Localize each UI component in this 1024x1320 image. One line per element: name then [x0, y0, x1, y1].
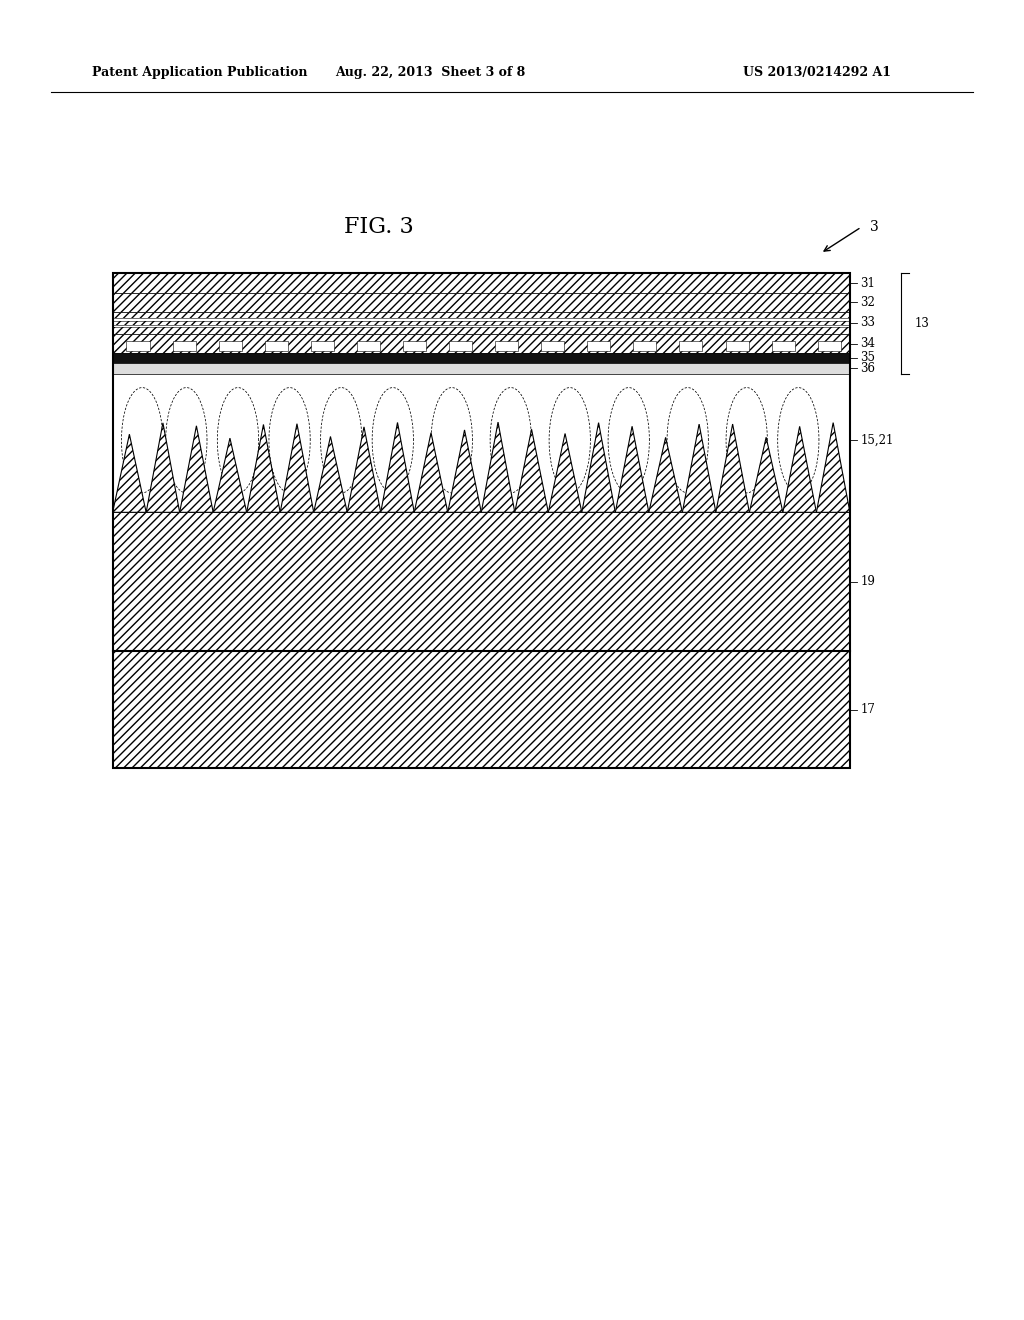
- Polygon shape: [649, 437, 682, 512]
- Bar: [772, 341, 795, 351]
- Text: 31: 31: [860, 277, 876, 289]
- Polygon shape: [615, 426, 649, 512]
- Polygon shape: [281, 424, 313, 512]
- Bar: [264, 341, 288, 351]
- Text: 32: 32: [860, 296, 876, 309]
- Bar: [588, 341, 610, 351]
- Bar: [113, 312, 850, 334]
- Bar: [725, 341, 749, 351]
- Text: 19: 19: [860, 576, 876, 589]
- Text: 33: 33: [860, 317, 876, 330]
- Bar: [402, 341, 426, 351]
- Text: FIG. 3: FIG. 3: [344, 216, 414, 238]
- Bar: [113, 352, 850, 363]
- Text: Aug. 22, 2013  Sheet 3 of 8: Aug. 22, 2013 Sheet 3 of 8: [335, 66, 525, 79]
- Polygon shape: [347, 426, 381, 512]
- Bar: [113, 325, 850, 327]
- Polygon shape: [415, 433, 447, 512]
- Bar: [113, 374, 850, 512]
- Bar: [113, 363, 850, 374]
- Text: 36: 36: [860, 362, 876, 375]
- Text: 17: 17: [860, 704, 876, 715]
- Bar: [127, 341, 150, 351]
- Bar: [113, 273, 850, 293]
- Bar: [113, 293, 850, 312]
- Polygon shape: [146, 422, 179, 512]
- Text: US 2013/0214292 A1: US 2013/0214292 A1: [742, 66, 891, 79]
- Polygon shape: [447, 430, 481, 512]
- Polygon shape: [179, 426, 213, 512]
- Polygon shape: [716, 424, 750, 512]
- Polygon shape: [750, 437, 783, 512]
- Text: Patent Application Publication: Patent Application Publication: [92, 66, 307, 79]
- Polygon shape: [582, 422, 615, 512]
- Bar: [113, 651, 850, 768]
- Bar: [113, 318, 850, 321]
- Bar: [219, 341, 242, 351]
- Text: 35: 35: [860, 351, 876, 364]
- Polygon shape: [481, 422, 515, 512]
- Bar: [113, 512, 850, 651]
- Bar: [449, 341, 472, 351]
- Bar: [817, 341, 841, 351]
- Bar: [172, 341, 196, 351]
- Polygon shape: [816, 422, 850, 512]
- Polygon shape: [381, 422, 415, 512]
- Bar: [311, 341, 334, 351]
- Bar: [496, 341, 518, 351]
- Bar: [113, 334, 850, 352]
- Polygon shape: [783, 426, 816, 512]
- Bar: [542, 341, 564, 351]
- Text: 3: 3: [869, 220, 879, 234]
- Polygon shape: [515, 429, 548, 512]
- Polygon shape: [548, 433, 582, 512]
- Text: 15,21: 15,21: [860, 434, 894, 446]
- Text: 13: 13: [914, 317, 930, 330]
- Polygon shape: [682, 424, 716, 512]
- Text: 34: 34: [860, 337, 876, 350]
- Bar: [113, 273, 850, 768]
- Bar: [680, 341, 702, 351]
- Bar: [356, 341, 380, 351]
- Polygon shape: [247, 425, 281, 512]
- Polygon shape: [313, 437, 347, 512]
- Bar: [633, 341, 656, 351]
- Polygon shape: [113, 434, 146, 512]
- Polygon shape: [213, 438, 247, 512]
